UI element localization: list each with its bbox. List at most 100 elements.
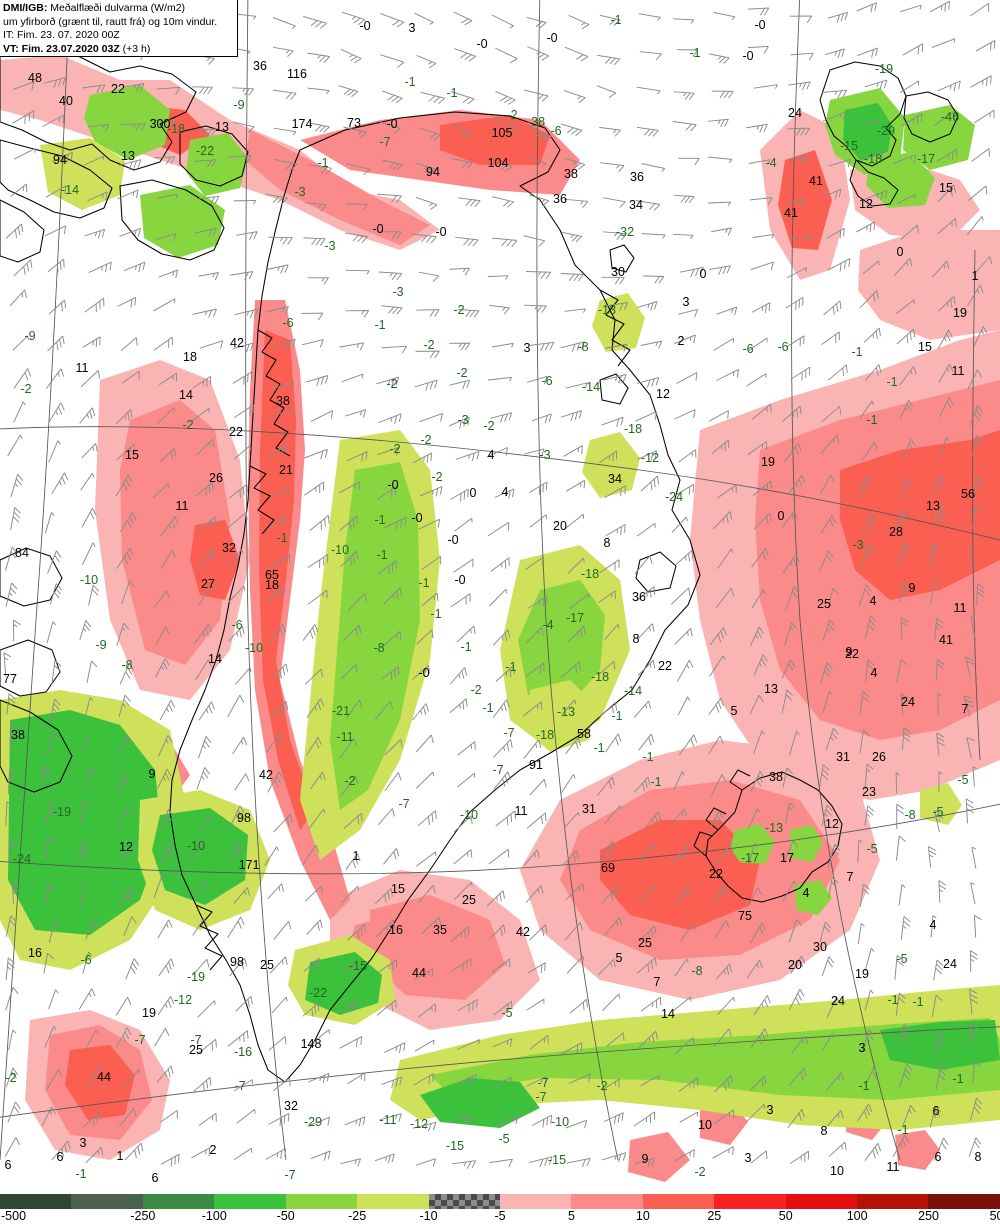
wind-barb <box>8 1029 17 1051</box>
wind-barb <box>154 590 170 608</box>
wind-barb <box>87 191 108 202</box>
wind-barb <box>895 835 906 861</box>
wind-barb <box>561 1042 583 1055</box>
wind-barb <box>526 626 544 644</box>
wind-barb <box>157 735 173 757</box>
wind-barb <box>88 584 100 606</box>
colorbar-tick-labels: -500 -250 -100 -50 -25 -10 -5 5 10 25 50 100 250 500 <box>0 1209 1000 1225</box>
wind-barb <box>449 667 468 685</box>
wind-barb <box>236 231 258 241</box>
wind-barb <box>790 1150 809 1164</box>
wind-barb <box>44 1026 57 1048</box>
colorbar-segment <box>571 1194 643 1209</box>
wind-barb <box>381 1076 403 1089</box>
wind-barb <box>232 737 248 755</box>
wind-barb <box>271 996 288 1014</box>
wind-barb <box>604 805 622 824</box>
wind-barb <box>899 399 914 419</box>
colorbar-tick: 10 <box>635 1209 650 1223</box>
wind-barb <box>675 550 694 565</box>
wind-barb <box>158 269 179 279</box>
wind-barb <box>84 767 96 792</box>
graticule-layer <box>0 0 1000 1161</box>
wind-barb <box>46 1068 63 1090</box>
wind-barb <box>124 1069 141 1087</box>
wind-barb <box>749 694 764 715</box>
wind-barb <box>529 1034 549 1050</box>
wind-barb <box>635 411 658 422</box>
wind-barb <box>859 883 870 907</box>
wind-barb <box>899 1063 913 1088</box>
wind-barb <box>85 1146 104 1164</box>
wind-barb <box>785 335 805 348</box>
wind-barb <box>673 91 695 100</box>
wind-barb <box>415 734 434 753</box>
wind-barb <box>82 336 101 348</box>
wind-barb <box>972 505 982 530</box>
wind-barb <box>675 885 691 905</box>
wind-barb <box>340 48 362 64</box>
wind-barb <box>900 477 912 500</box>
wind-barb <box>713 337 734 351</box>
wind-barb <box>938 437 950 459</box>
wind-barb <box>381 345 407 354</box>
wind-barb <box>791 1035 809 1054</box>
wind-barb <box>789 15 813 24</box>
wind-barb <box>784 840 799 861</box>
wind-barb <box>197 1000 216 1018</box>
wind-barb <box>384 1042 406 1053</box>
wind-barb <box>345 269 370 275</box>
wind-barb <box>567 625 586 643</box>
wind-barb <box>936 732 946 756</box>
wind-barb <box>713 1028 732 1048</box>
wind-barb <box>416 851 437 867</box>
wind-barb <box>643 811 661 831</box>
wind-barb <box>753 84 778 89</box>
wind-barb <box>636 86 661 95</box>
wind-barb <box>823 300 842 316</box>
wind-barb <box>415 350 440 359</box>
wind-barb <box>454 517 473 532</box>
header-valid-time: VT: Fim. 23.07.2020 03Z <box>3 42 120 55</box>
wind-barb <box>233 887 250 904</box>
wind-barb <box>859 691 870 715</box>
colorbar[interactable] <box>0 1194 1000 1209</box>
wind-barb <box>160 1153 180 1167</box>
wind-barb <box>567 557 585 574</box>
wind-barb <box>494 771 511 790</box>
wind-barb <box>892 1134 909 1158</box>
wind-barb <box>857 47 879 58</box>
wind-barb <box>864 1067 879 1087</box>
wind-barb <box>787 155 809 165</box>
wind-barb <box>4 1137 20 1157</box>
wind-barb <box>119 734 133 757</box>
wind-barb <box>528 1156 553 1167</box>
wind-barb <box>900 4 922 13</box>
wind-barb <box>157 919 173 939</box>
wind-barb <box>714 1075 733 1093</box>
wind-barb <box>453 849 473 865</box>
wind-barb <box>560 410 583 422</box>
wind-barb <box>820 661 833 684</box>
wind-barb <box>670 587 691 605</box>
wind-barb <box>561 231 583 243</box>
wind-barb <box>749 922 766 944</box>
wind-barb <box>11 882 20 905</box>
wind-barb <box>636 522 656 537</box>
map-canvas[interactable]: 48 40 22 300 13 36 116 174 -9 94 -14 13 -18 -22 -3 73 -7… <box>0 0 1000 1190</box>
wind-barb <box>306 698 324 719</box>
wind-barb <box>678 1077 699 1092</box>
wind-barb <box>413 1073 434 1086</box>
wind-barb <box>865 659 875 682</box>
wind-barb <box>5 915 17 937</box>
wind-barb <box>674 958 689 977</box>
wind-barb <box>937 296 956 312</box>
wind-barb <box>529 514 547 528</box>
wind-barb <box>522 701 543 717</box>
wind-barb <box>857 922 865 944</box>
wind-barb <box>159 699 176 721</box>
wind-barb <box>601 276 625 285</box>
wind-barb <box>340 775 359 797</box>
wind-barb <box>486 890 505 907</box>
wind-barb <box>824 48 845 59</box>
